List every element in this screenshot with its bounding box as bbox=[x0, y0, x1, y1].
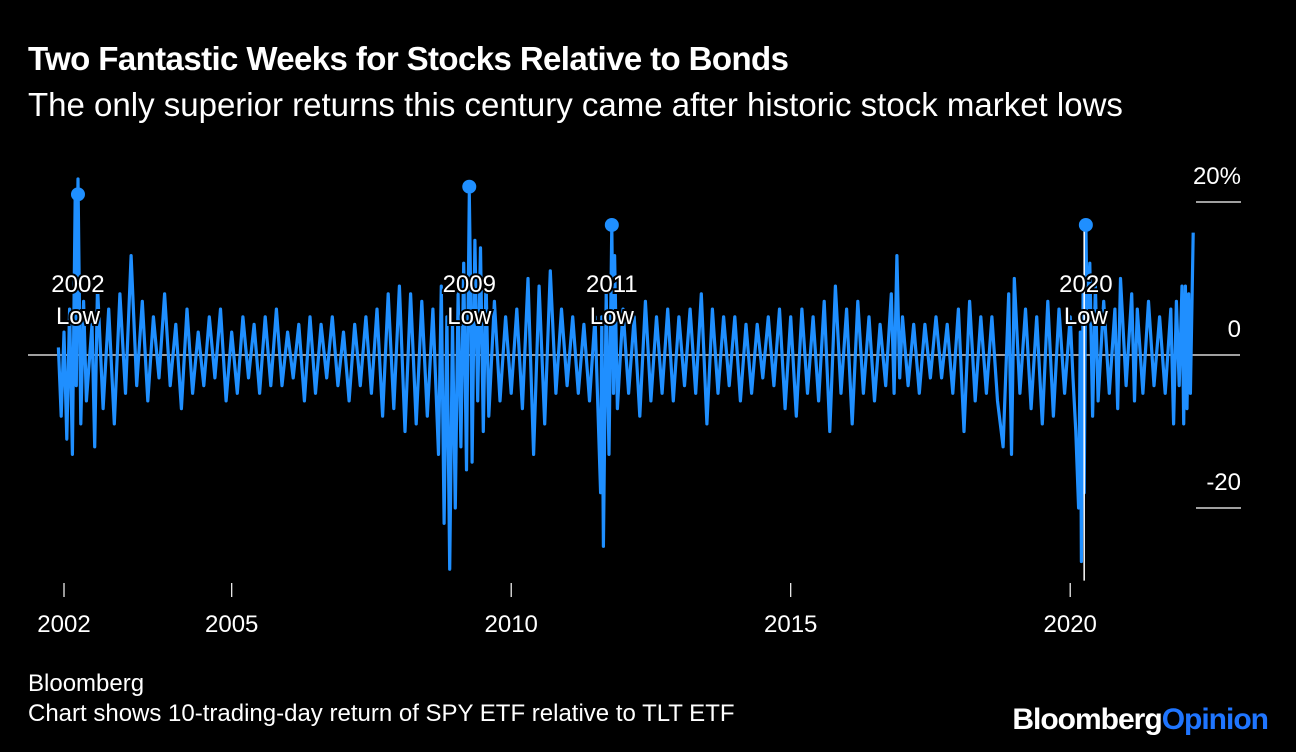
peak-marker-2 bbox=[604, 217, 619, 232]
peak-marker-0 bbox=[70, 187, 85, 202]
y-tick-label-1: 0 bbox=[1228, 316, 1241, 343]
annotation-year-0: 2002 bbox=[51, 271, 104, 298]
x-tick-label-1: 2005 bbox=[205, 611, 258, 638]
chart-area: 2002 Low 2009 Low 2011 Low 2020 Low 20% 0 -20 200… bbox=[28, 163, 1241, 638]
annotation-year-2: 2011 bbox=[586, 271, 638, 298]
source-text: Bloomberg bbox=[28, 670, 145, 697]
annotation-low-2: Low bbox=[590, 303, 635, 330]
annotation-low-3: Low bbox=[1064, 303, 1109, 330]
footnote-text: Chart shows 10-trading-day return of SPY… bbox=[28, 700, 735, 727]
x-tick-label-2: 2010 bbox=[485, 611, 538, 638]
y-tick-label-0: 20% bbox=[1193, 163, 1241, 190]
bloomberg-opinion-logo: BloombergOpinion bbox=[1012, 703, 1269, 737]
annotation-year-1: 2009 bbox=[443, 271, 496, 298]
logo-brand: Bloomberg bbox=[1012, 703, 1162, 736]
y-tick-label-2: -20 bbox=[1206, 469, 1241, 496]
series-line-0 bbox=[56, 177, 1195, 571]
annotation-year-3: 2020 bbox=[1059, 271, 1112, 298]
chart-subtitle: The only superior returns this century c… bbox=[28, 86, 1123, 123]
x-tick-label-4: 2020 bbox=[1044, 611, 1097, 638]
chart-title: Two Fantastic Weeks for Stocks Relative … bbox=[28, 40, 789, 77]
annotation-low-0: Low bbox=[56, 303, 101, 330]
annotation-low-1: Low bbox=[447, 303, 492, 330]
logo-section: Opinion bbox=[1161, 703, 1269, 736]
peak-marker-3 bbox=[1078, 217, 1093, 232]
x-tick-label-3: 2015 bbox=[764, 611, 817, 638]
peak-marker-1 bbox=[462, 179, 477, 194]
x-tick-label-0: 2002 bbox=[37, 611, 90, 638]
